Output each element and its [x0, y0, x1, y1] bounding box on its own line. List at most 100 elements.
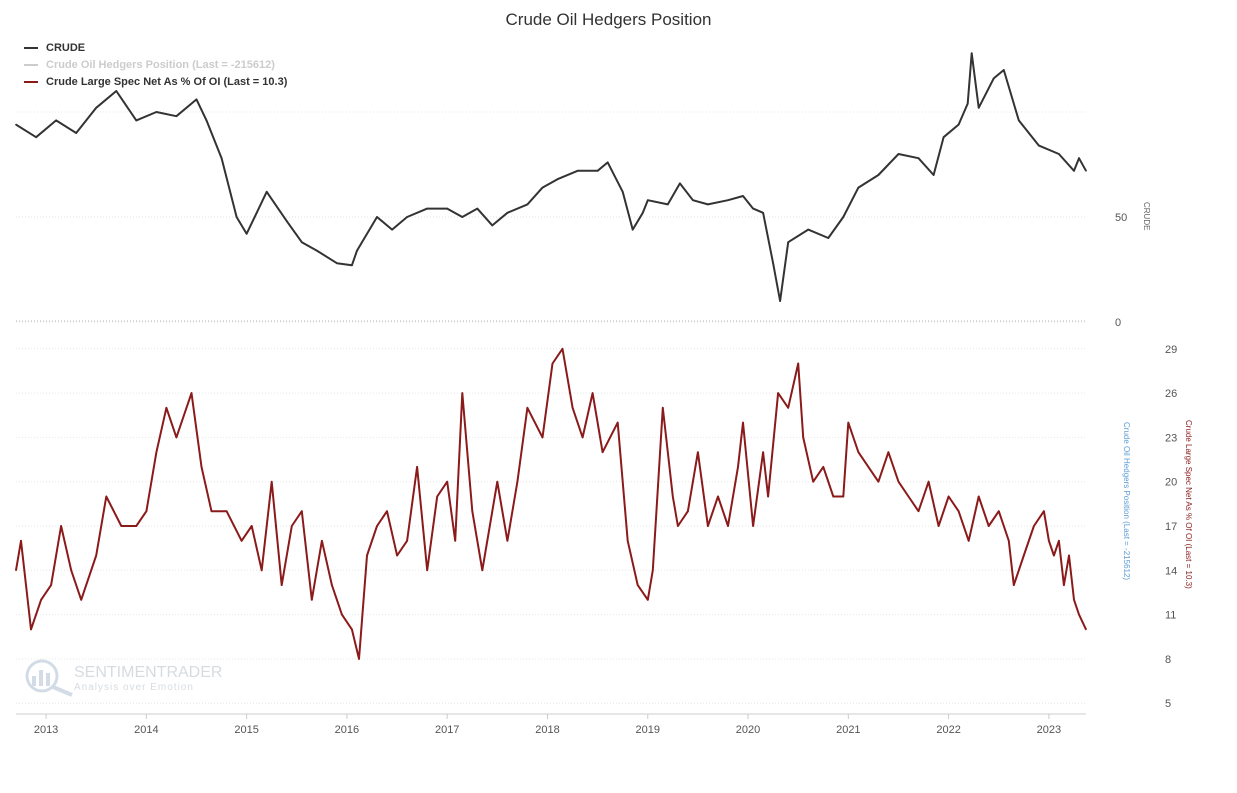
data-point: [581, 436, 584, 439]
data-point: [687, 510, 689, 512]
data-point: [291, 525, 293, 527]
data-point: [220, 157, 223, 159]
data-point: [1058, 540, 1060, 542]
data-point: [406, 216, 408, 218]
data-point: [331, 584, 333, 586]
chart-title: Crude Oil Hedgers Position: [505, 10, 712, 29]
data-point: [95, 554, 97, 557]
data-point: [105, 495, 108, 498]
x-tick-label: 2018: [535, 724, 559, 736]
data-point: [992, 77, 995, 80]
data-point: [195, 98, 198, 101]
data-point: [1033, 525, 1035, 527]
data-point: [772, 262, 774, 265]
watermark-bar: [32, 676, 36, 686]
y-tick-label-bottom: 11: [1165, 610, 1176, 622]
data-point: [636, 584, 639, 586]
data-point: [887, 451, 890, 454]
legend-label-crude: CRUDE: [46, 42, 86, 54]
x-tick-label: 2013: [34, 724, 58, 736]
legend-label-large-spec: Crude Large Spec Net As % Of OI (Last = …: [46, 76, 288, 88]
data-point: [877, 174, 880, 176]
data-point: [1048, 540, 1050, 542]
data-point: [366, 554, 368, 557]
data-point: [351, 628, 353, 631]
data-point: [647, 199, 649, 201]
y-tick-label-bottom: 20: [1165, 477, 1177, 489]
data-point: [672, 495, 674, 498]
data-point: [797, 362, 799, 365]
y-tick-label-bottom: 14: [1165, 565, 1177, 577]
legend-item-large-spec[interactable]: Crude Large Spec Net As % Of OI (Last = …: [24, 74, 287, 91]
data-point: [897, 153, 900, 155]
data-point: [1073, 599, 1075, 601]
watermark-bar: [39, 670, 43, 686]
data-point: [481, 569, 484, 572]
data-point: [386, 510, 388, 512]
data-point: [135, 119, 138, 122]
legend-swatch-crude: [24, 47, 38, 50]
data-point: [1008, 540, 1010, 542]
data-point: [807, 228, 809, 231]
watermark-magnifier-handle: [52, 685, 73, 697]
data-point: [1063, 584, 1065, 586]
data-point: [245, 233, 248, 235]
data-point: [707, 203, 709, 206]
y-tick-label-bottom: 26: [1165, 388, 1177, 400]
legend-item-hedgers[interactable]: Crude Oil Hedgers Position (Last = -2156…: [24, 57, 287, 74]
watermark-logo: SENTIMENTRADER Analysis over Emotion: [25, 659, 222, 697]
data-point: [762, 212, 764, 214]
data-point: [286, 220, 288, 222]
legend-label-hedgers: Crude Oil Hedgers Position (Last = -2156…: [46, 59, 275, 71]
large-spec-series: [15, 347, 1087, 660]
data-point: [1058, 153, 1060, 155]
data-point: [225, 510, 228, 512]
data-point: [647, 599, 649, 601]
y-tick-label-top: 50: [1115, 212, 1127, 224]
data-point: [311, 599, 313, 601]
data-point: [1038, 144, 1040, 147]
data-point: [471, 510, 474, 512]
data-point: [957, 123, 960, 126]
data-point: [506, 540, 509, 542]
data-point: [476, 207, 479, 210]
data-point: [932, 174, 935, 176]
x-tick-label: 2021: [836, 724, 860, 736]
data-point: [15, 123, 17, 126]
data-point: [998, 510, 1000, 512]
data-point: [827, 237, 830, 239]
data-point: [15, 569, 17, 572]
series-line: [15, 52, 1087, 302]
watermark-tagline: Analysis over Emotion: [74, 682, 194, 693]
data-point: [970, 52, 973, 54]
y-tick-label-bottom: 17: [1165, 521, 1177, 533]
data-point: [80, 599, 82, 601]
data-point: [145, 510, 148, 512]
x-tick-label: 2019: [636, 724, 660, 736]
legend-item-crude[interactable]: CRUDE: [24, 40, 287, 57]
data-point: [787, 241, 789, 243]
data-point: [1003, 69, 1005, 71]
data-point: [240, 540, 243, 542]
x-tick-label: 2016: [335, 724, 359, 736]
data-point: [847, 421, 850, 424]
data-point: [55, 119, 57, 122]
data-point: [742, 195, 744, 197]
data-point: [642, 212, 644, 214]
data-point: [1053, 554, 1055, 557]
data-point: [927, 480, 930, 483]
data-point: [551, 362, 554, 365]
data-point: [967, 540, 970, 542]
data-point: [966, 102, 969, 105]
data-point: [280, 584, 283, 586]
x-tick-label: 2023: [1037, 724, 1061, 736]
data-point: [812, 480, 814, 483]
data-point: [737, 466, 739, 468]
data-point: [1085, 628, 1087, 631]
x-tick-label: 2015: [234, 724, 258, 736]
data-point: [779, 300, 781, 302]
data-point: [210, 510, 213, 512]
data-point: [1013, 584, 1015, 586]
grid-lines: [16, 111, 1086, 704]
